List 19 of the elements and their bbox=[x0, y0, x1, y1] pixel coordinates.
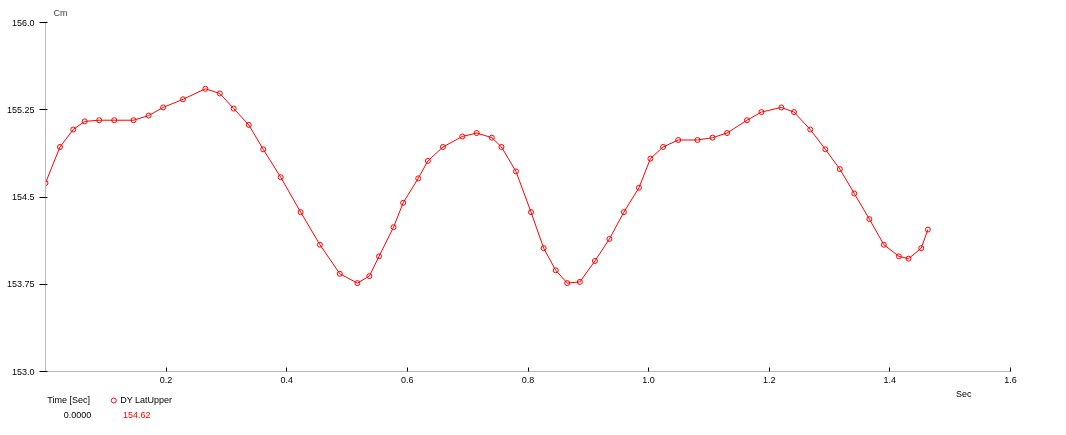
text: 0.0000 bbox=[63, 409, 92, 420]
y-tick-label: 156.0 bbox=[11, 17, 35, 28]
text: 154.62 bbox=[122, 409, 151, 420]
y-tick-label: 155.25 bbox=[6, 104, 35, 115]
text: Time [Sec] bbox=[47, 394, 91, 405]
y-axis-title: Cm bbox=[53, 7, 68, 18]
x-axis-title: Sec bbox=[955, 388, 972, 399]
legend-label: DY LatUpper bbox=[120, 394, 173, 405]
y-tick-label: 153.0 bbox=[11, 366, 35, 377]
x-tick-label: 1.0 bbox=[642, 374, 655, 385]
y-tick-label: 153.75 bbox=[6, 279, 35, 290]
y-tick-label: 154.5 bbox=[11, 192, 35, 202]
x-tick-label: 1.6 bbox=[1004, 374, 1017, 385]
x-tick-label: 0.6 bbox=[401, 374, 414, 385]
x-tick-label: 0.8 bbox=[521, 374, 535, 385]
x-tick-label: 1.2 bbox=[762, 374, 776, 385]
x-tick-label: 1.4 bbox=[883, 374, 897, 385]
x-tick-label: 0.2 bbox=[159, 374, 173, 385]
x-tick-label: 0.4 bbox=[280, 374, 294, 385]
